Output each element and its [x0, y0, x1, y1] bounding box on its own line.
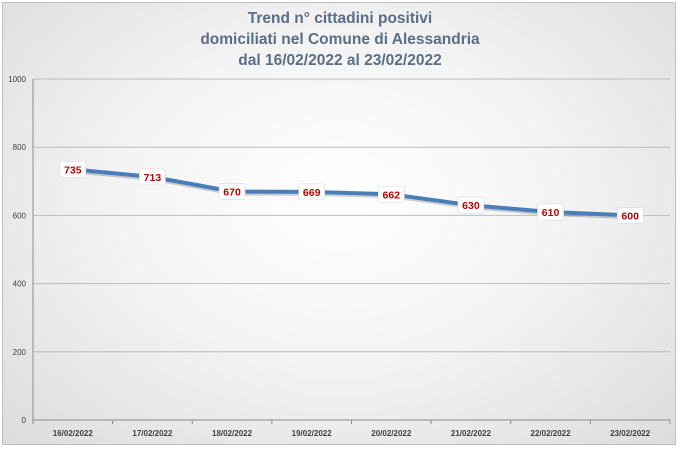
chart-frame — [2, 2, 676, 445]
data-labels: 735 713 670 669 662 630 610 600 — [59, 161, 644, 224]
x-tick-label: 18/02/2022 — [212, 429, 253, 438]
data-label-box — [616, 207, 644, 224]
data-label-box — [59, 161, 87, 178]
y-tick-label: 0 — [22, 416, 27, 425]
data-label-box — [378, 185, 405, 203]
data-label: 662 — [378, 185, 405, 203]
x-tick-label: 21/02/2022 — [451, 429, 492, 438]
data-label-text: 713 — [144, 172, 162, 184]
data-label: 669 — [298, 183, 325, 201]
data-label-box — [139, 168, 166, 186]
gridlines — [33, 78, 670, 421]
x-tick-label: 22/02/2022 — [531, 429, 572, 438]
x-tick-label: 16/02/2022 — [53, 429, 94, 438]
data-label-text: 735 — [64, 164, 82, 176]
data-label-text: 630 — [462, 200, 480, 212]
y-axis: 0 200 400 600 800 1000 — [8, 75, 34, 425]
data-label: 600 — [616, 207, 644, 224]
chart-title: Trend n° cittadini positivi domiciliati … — [0, 8, 680, 71]
y-tick-label: 600 — [13, 211, 27, 220]
y-tick-label: 400 — [13, 280, 27, 289]
x-axis: 16/02/2022 17/02/2022 18/02/2022 19/02/2022… — [32, 419, 671, 438]
data-label-text: 610 — [542, 207, 560, 219]
x-tick-label: 17/02/2022 — [132, 429, 173, 438]
chart-title-line-3: dal 16/02/2022 al 23/02/2022 — [238, 52, 442, 69]
data-label-box — [537, 203, 564, 221]
chart-title-line-2: domiciliati nel Comune di Alessandria — [200, 31, 480, 48]
data-label-box — [298, 183, 325, 201]
data-label: 610 — [537, 203, 564, 221]
y-tick-label: 1000 — [8, 75, 26, 84]
data-label-text: 600 — [621, 210, 639, 222]
y-tick-label: 800 — [13, 143, 27, 152]
y-tick-label: 200 — [13, 348, 27, 357]
data-label-text: 662 — [383, 189, 401, 201]
data-label: 735 — [59, 161, 87, 178]
x-tick-label: 20/02/2022 — [371, 429, 412, 438]
data-label: 670 — [218, 183, 246, 200]
x-tick-label: 19/02/2022 — [292, 429, 333, 438]
data-label: 630 — [457, 196, 485, 214]
data-label-box — [218, 183, 246, 200]
data-label-text: 669 — [303, 187, 321, 199]
x-tick-label: 23/02/2022 — [610, 429, 651, 438]
data-label: 713 — [139, 168, 166, 186]
chart-title-line-1: Trend n° cittadini positivi — [247, 10, 433, 27]
data-label-box — [457, 196, 485, 214]
data-label-text: 670 — [223, 187, 241, 199]
